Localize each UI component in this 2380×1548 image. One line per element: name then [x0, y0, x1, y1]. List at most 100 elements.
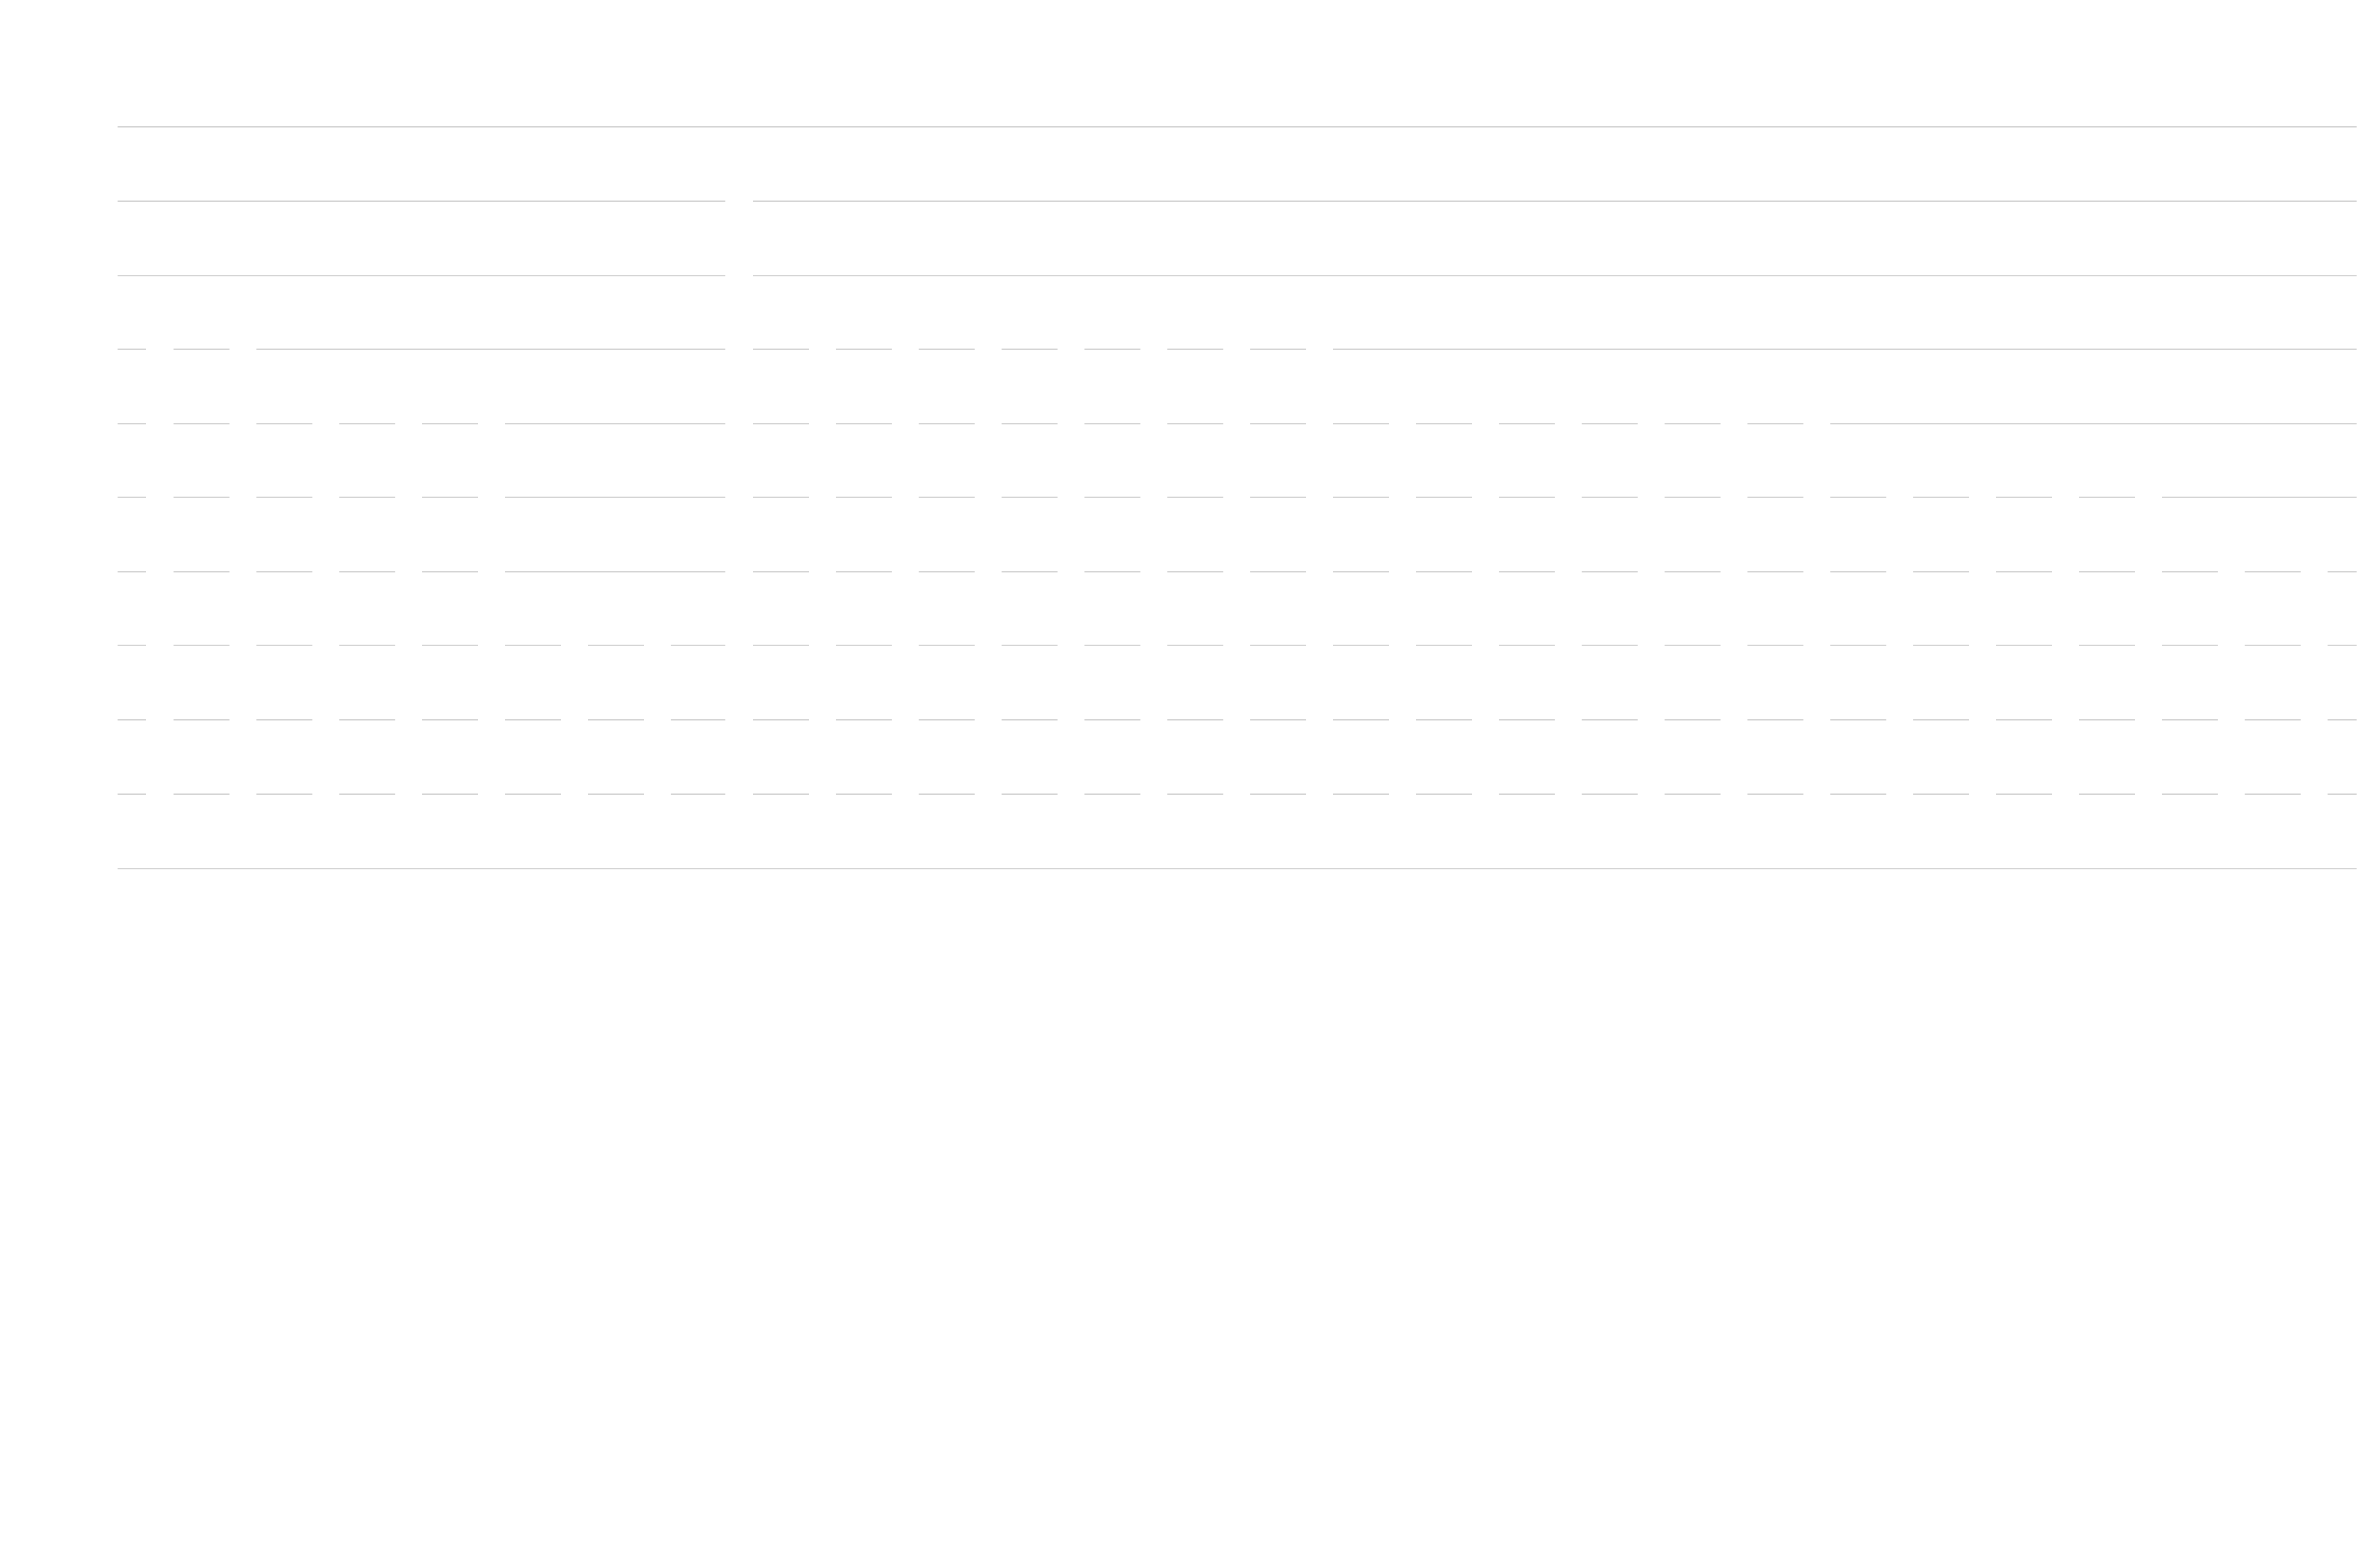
skeleton-row-cell — [1582, 497, 1638, 498]
skeleton-row-cell — [1582, 571, 1638, 572]
skeleton-row-cell — [339, 793, 395, 795]
skeleton-row-cell — [1499, 645, 1555, 646]
skeleton-row-cell — [1250, 497, 1306, 498]
skeleton-row-cell — [339, 571, 395, 572]
skeleton-row-cell — [1002, 719, 1058, 721]
skeleton-row-cell — [256, 571, 312, 572]
skeleton-row-cell — [1499, 497, 1555, 498]
skeleton-row-cell — [1913, 571, 1969, 572]
skeleton-row-cell — [1002, 571, 1058, 572]
skeleton-row-cell — [1333, 719, 1389, 721]
skeleton-row-cell — [1333, 423, 1389, 424]
skeleton-row-cell — [2328, 645, 2357, 646]
skeleton-row-cell — [753, 719, 809, 721]
grid-bottom-border — [118, 868, 2357, 869]
skeleton-row-cell — [1665, 497, 1721, 498]
skeleton-row-cell — [1084, 719, 1140, 721]
skeleton-row-cell — [174, 349, 230, 350]
skeleton-row-cell — [2079, 645, 2135, 646]
skeleton-row-cell — [1747, 497, 1803, 498]
skeleton-row-cell — [1582, 645, 1638, 646]
skeleton-row-cell — [2079, 793, 2135, 795]
skeleton-row-cell — [174, 497, 230, 498]
skeleton-row-cell — [118, 719, 146, 721]
skeleton-row-cell — [919, 349, 975, 350]
skeleton-row-cell — [588, 645, 644, 646]
skeleton-row-cell — [339, 719, 395, 721]
skeleton-row-cell — [1747, 571, 1803, 572]
skeleton-row-cell — [1747, 793, 1803, 795]
skeleton-row-cell — [1582, 719, 1638, 721]
skeleton-row-cell — [2079, 571, 2135, 572]
skeleton-row-cell — [256, 793, 312, 795]
skeleton-row-cell — [919, 793, 975, 795]
skeleton-row-cell — [836, 793, 892, 795]
skeleton-row-cell — [256, 719, 312, 721]
skeleton-row-cell — [339, 497, 395, 498]
skeleton-row-cell — [1333, 497, 1389, 498]
skeleton-row-cell — [1416, 497, 1472, 498]
skeleton-row-cell — [753, 349, 809, 350]
skeleton-row-cell — [118, 200, 725, 202]
skeleton-row-cell — [1913, 793, 1969, 795]
skeleton-row-cell — [256, 423, 312, 424]
skeleton-row-cell — [1416, 571, 1472, 572]
skeleton-row-cell — [2162, 497, 2357, 498]
skeleton-row-cell — [919, 719, 975, 721]
skeleton-row-cell — [174, 793, 230, 795]
skeleton-row-cell — [1830, 719, 1886, 721]
skeleton-row-cell — [753, 793, 809, 795]
skeleton-row-cell — [505, 719, 561, 721]
skeleton-row-cell — [2162, 571, 2218, 572]
skeleton-row-cell — [753, 497, 809, 498]
skeleton-row-cell — [671, 645, 725, 646]
skeleton-row-cell — [2245, 719, 2301, 721]
skeleton-row-cell — [118, 497, 146, 498]
skeleton-row-cell — [1167, 645, 1223, 646]
skeleton-row-cell — [588, 793, 644, 795]
skeleton-row-cell — [1665, 571, 1721, 572]
skeleton-row-cell — [256, 349, 725, 350]
skeleton-row-cell — [1747, 645, 1803, 646]
skeleton-row-cell — [1002, 645, 1058, 646]
skeleton-row-cell — [1830, 793, 1886, 795]
skeleton-row-cell — [2245, 571, 2301, 572]
skeleton-row-cell — [1250, 793, 1306, 795]
skeleton-row-cell — [422, 497, 478, 498]
skeleton-row-cell — [422, 423, 478, 424]
skeleton-row-cell — [1830, 423, 2357, 424]
skeleton-row-cell — [1996, 497, 2052, 498]
skeleton-row-cell — [1333, 645, 1389, 646]
skeleton-row-cell — [1084, 645, 1140, 646]
skeleton-row-cell — [1416, 793, 1472, 795]
skeleton-row-cell — [256, 645, 312, 646]
skeleton-row-cell — [2328, 793, 2357, 795]
skeleton-row-cell — [1333, 571, 1389, 572]
skeleton-row-cell — [1416, 645, 1472, 646]
skeleton-row-cell — [339, 645, 395, 646]
skeleton-row-cell — [118, 423, 146, 424]
skeleton-row-cell — [174, 645, 230, 646]
skeleton-row-cell — [422, 793, 478, 795]
skeleton-row-cell — [422, 571, 478, 572]
skeleton-row-cell — [1830, 645, 1886, 646]
skeleton-row-cell — [339, 423, 395, 424]
skeleton-row-cell — [1499, 793, 1555, 795]
skeleton-row-cell — [919, 571, 975, 572]
skeleton-row-cell — [1830, 571, 1886, 572]
skeleton-row-cell — [1333, 349, 2357, 350]
skeleton-row-cell — [753, 571, 809, 572]
skeleton-row-cell — [174, 571, 230, 572]
skeleton-row-cell — [1747, 719, 1803, 721]
skeleton-row-cell — [919, 497, 975, 498]
skeleton-row-cell — [118, 275, 725, 276]
skeleton-row-cell — [1913, 497, 1969, 498]
skeleton-row-cell — [2245, 793, 2301, 795]
skeleton-row-cell — [1665, 423, 1721, 424]
skeleton-row-cell — [1250, 349, 1306, 350]
grid-top-border — [118, 126, 2357, 128]
skeleton-row-cell — [505, 793, 561, 795]
skeleton-row-cell — [1996, 571, 2052, 572]
skeleton-row-cell — [256, 497, 312, 498]
